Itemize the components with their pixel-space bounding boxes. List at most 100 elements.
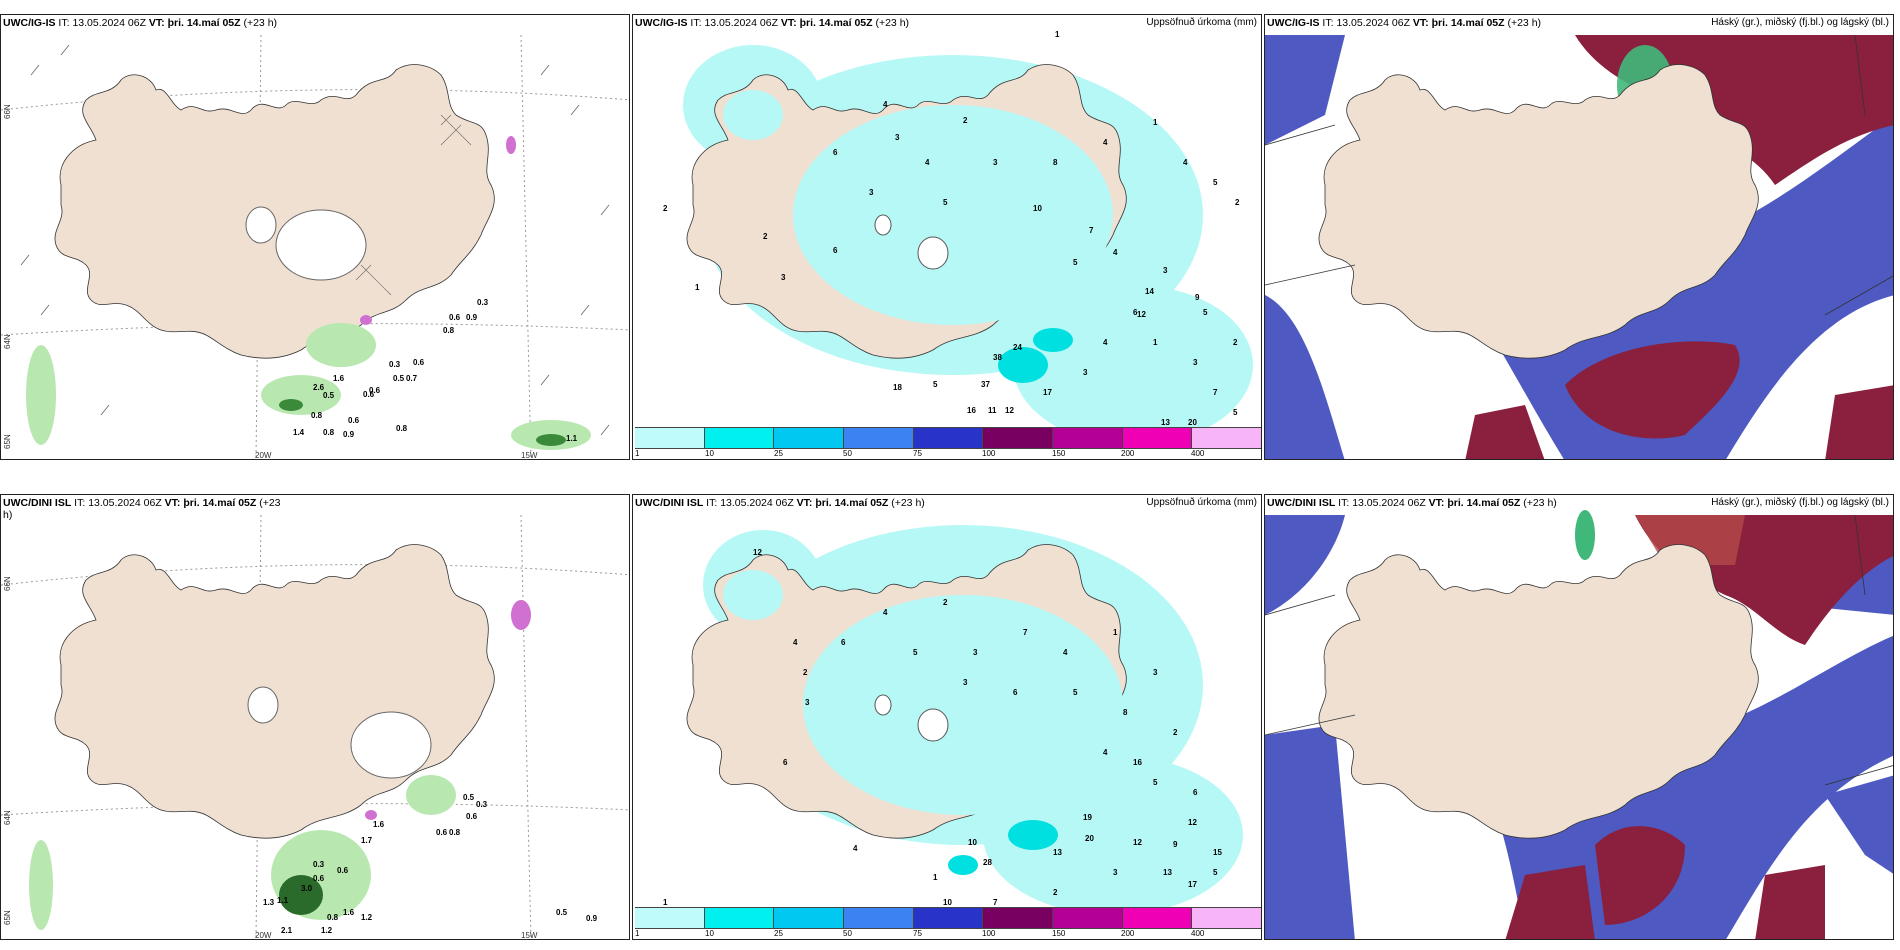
value-label: 4 [1113, 248, 1118, 257]
colorbar-labels: 1 10 25 50 75 100 150 200 400 [635, 929, 1261, 939]
lon-label-15w: 15W [521, 931, 538, 940]
colorbar-label: 75 [913, 449, 922, 458]
value-label: 7 [993, 898, 998, 907]
value-label: 1.6 [333, 374, 345, 383]
colorbar-cell [1122, 908, 1193, 928]
colorbar-label: 10 [705, 449, 714, 458]
lat-label-64n: 64N [3, 810, 12, 825]
value-label: 5 [1073, 258, 1078, 267]
value-label: 1 [1055, 30, 1060, 39]
value-label: 12 [1188, 818, 1197, 827]
value-label: 2.1 [281, 926, 293, 935]
colorbar-cell [844, 908, 914, 928]
value-label: 0.6 [313, 874, 325, 883]
value-label: 3 [781, 273, 786, 282]
value-label: 7 [1213, 388, 1218, 397]
value-label: 5 [913, 648, 918, 657]
value-label: 17 [1188, 880, 1197, 889]
value-label: 1.1 [277, 896, 289, 905]
value-label: 3 [973, 648, 978, 657]
value-label: 0.6 [348, 416, 360, 425]
colorbar-cell [774, 908, 845, 928]
panel-dini-wind-precip: UWC/DINI ISL IT: 13.05.2024 06Z VT: þri.… [0, 494, 630, 940]
colorbar-cell [983, 908, 1054, 928]
value-label: 38 [993, 353, 1002, 362]
value-label: 0.6 [449, 313, 461, 322]
value-label: 4 [883, 100, 888, 109]
value-label: 8 [1053, 158, 1058, 167]
panel-variable-title: Uppsöfnuð úrkoma (mm) [1146, 17, 1257, 28]
map-canvas [1, 34, 629, 459]
colorbar-label: 50 [843, 449, 852, 458]
value-label: 20 [1085, 834, 1094, 843]
value-label: 5 [1213, 178, 1218, 187]
panel-dini-accum-precip: UWC/DINI ISL IT: 13.05.2024 06Z VT: þri.… [632, 494, 1262, 940]
value-label: 12 [1005, 406, 1014, 415]
value-label: 20 [1188, 418, 1197, 427]
precip-colorbar [635, 427, 1261, 449]
map-canvas [686, 525, 1243, 915]
value-label: 3 [963, 678, 968, 687]
colorbar-label: 100 [982, 449, 996, 458]
colorbar-cell [635, 428, 705, 448]
value-label: 6 [1133, 308, 1138, 317]
value-label: 19 [1083, 813, 1092, 822]
value-label: 1.6 [343, 908, 355, 917]
value-label: 7 [1023, 628, 1028, 637]
panel-variable-title: Háský (gr.), miðský (fj.bl.) og lágský (… [1711, 497, 1889, 508]
value-label: 5 [943, 198, 948, 207]
value-label: 4 [1063, 648, 1068, 657]
value-label: 13 [1053, 848, 1062, 857]
value-label: 0.6 [363, 390, 375, 399]
value-label: 24 [1013, 343, 1022, 352]
value-label: 11 [988, 406, 997, 415]
colorbar-cell [1192, 428, 1261, 448]
value-label: 3 [1153, 668, 1158, 677]
value-label: 0.3 [313, 860, 325, 869]
colorbar-label: 10 [705, 929, 714, 938]
value-label: 10 [943, 898, 952, 907]
colorbar-label: 1 [635, 449, 640, 458]
value-label: 2 [943, 598, 948, 607]
value-label: 0.9 [466, 313, 478, 322]
value-label: 4 [1103, 338, 1108, 347]
colorbar-label: 200 [1121, 449, 1135, 458]
value-label: 3.0 [301, 884, 313, 893]
value-label: 4 [883, 608, 888, 617]
value-label: 5 [1153, 778, 1158, 787]
colorbar-label: 400 [1191, 449, 1205, 458]
value-label: 0.9 [586, 914, 598, 923]
value-label: 5 [1073, 688, 1078, 697]
value-label: 4 [925, 158, 930, 167]
value-label: 5 [1203, 308, 1208, 317]
value-label: 16 [1133, 758, 1142, 767]
value-labels: 1 12 4 2 3 6 4 2 5 3 7 4 1 3 8 5 6 3 4 2… [663, 548, 1222, 907]
map-canvas [1265, 495, 1893, 939]
value-label: 1.1 [566, 434, 578, 443]
colorbar-label: 75 [913, 929, 922, 938]
lat-label-65n: 65N [3, 434, 12, 449]
value-label: 0.8 [396, 424, 408, 433]
colorbar-cell [704, 428, 775, 448]
value-label: 6 [841, 638, 846, 647]
panel-igis-clouds: UWC/IG-IS IT: 13.05.2024 06Z VT: þri. 14… [1264, 14, 1894, 460]
value-label: 4 [1103, 138, 1108, 147]
colorbar-label: 150 [1052, 929, 1066, 938]
value-label: 3 [1083, 368, 1088, 377]
value-label: 0.3 [476, 800, 488, 809]
value-label: 16 [967, 406, 976, 415]
colorbar-label: 200 [1121, 929, 1135, 938]
value-label: 2 [803, 668, 808, 677]
value-label: 4 [1103, 748, 1108, 757]
value-label: 0.6 [466, 812, 478, 821]
value-label: 13 [1163, 868, 1172, 877]
value-label: 1.3 [263, 898, 275, 907]
value-label: 3 [1193, 358, 1198, 367]
value-label: 7 [1089, 226, 1094, 235]
panel-variable-title: Uppsöfnuð úrkoma (mm) [1146, 497, 1257, 508]
value-label: 10 [1033, 204, 1042, 213]
lat-label-65n: 65N [3, 910, 12, 925]
value-label: 12 [753, 548, 762, 557]
value-label: 1 [663, 898, 668, 907]
lat-label-66n: 66N [3, 576, 12, 591]
